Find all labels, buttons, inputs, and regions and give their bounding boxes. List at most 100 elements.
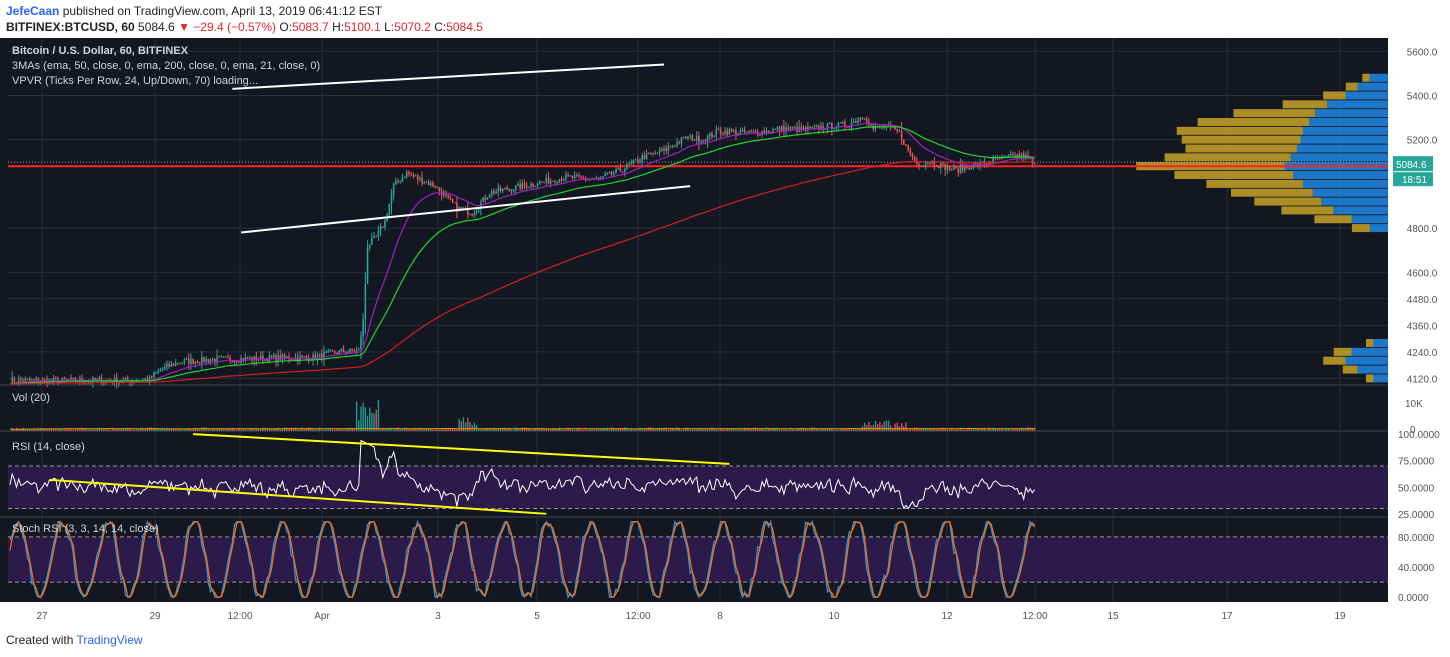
candle-body: [623, 169, 626, 173]
candle-body: [711, 133, 713, 137]
rsi-trendline-lower: [49, 478, 547, 515]
candle-body: [161, 368, 164, 370]
volume-bar: [74, 429, 77, 431]
volume-bar: [757, 428, 759, 431]
trading-chart[interactable]: 5600.0 5400.0 5200.0 4800.0 4600.0 4480.0 4360…: [0, 38, 1450, 632]
volume-bar: [334, 429, 336, 431]
volume-bar: [135, 429, 138, 431]
candle-body: [558, 179, 561, 183]
volume-bar: [717, 429, 720, 431]
volume-bar: [593, 429, 595, 431]
candle-body: [658, 149, 661, 154]
vpvr-bar-up: [1369, 73, 1388, 82]
candle-body: [72, 377, 75, 379]
vpvr-bar-down: [1197, 117, 1310, 126]
volume-bar: [179, 429, 181, 431]
volume-bar: [421, 428, 423, 431]
candle-body: [198, 362, 201, 364]
volume-bar: [750, 428, 752, 431]
open-label: O:: [279, 20, 293, 34]
candle-body: [512, 189, 515, 192]
candle-body: [1016, 154, 1018, 158]
candle-body: [746, 132, 748, 134]
volume-bar: [353, 428, 356, 431]
volume-bar: [133, 429, 135, 431]
volume-bar: [299, 429, 301, 431]
candle-body: [778, 127, 781, 131]
candle-body: [560, 179, 563, 181]
volume-bar: [565, 428, 567, 431]
tradingview-brand[interactable]: TradingView: [76, 633, 143, 647]
candle-body: [602, 176, 604, 178]
candle-body: [31, 379, 33, 381]
candle-body: [584, 177, 587, 180]
candle-body: [704, 140, 707, 142]
volume-bar: [591, 428, 593, 431]
volume-bar: [560, 428, 563, 431]
ema21-line: [9, 122, 1035, 385]
volume-bar: [839, 429, 842, 431]
main-title: Bitcoin / U.S. Dollar, 60, BITFINEX: [12, 45, 189, 57]
volume-bar: [155, 428, 157, 431]
candle-body: [615, 169, 617, 174]
candle-body: [325, 352, 327, 354]
author-link[interactable]: JefeCaan: [6, 4, 60, 18]
volume-bar: [621, 427, 624, 431]
candle-body: [937, 166, 940, 169]
candle-body: [916, 161, 918, 165]
volume-bar: [536, 427, 539, 431]
candle-body: [837, 122, 840, 128]
candle-body: [486, 197, 489, 200]
close-value: 5084.5: [446, 20, 483, 34]
candle-body: [900, 131, 903, 140]
candle-body: [765, 130, 768, 134]
volume-bar: [770, 429, 772, 431]
volume-bar: [249, 427, 251, 431]
candle-body: [342, 349, 345, 353]
volume-bar: [159, 428, 162, 431]
volume-bar: [639, 427, 641, 431]
volume-bar: [116, 429, 118, 431]
candle-body: [196, 361, 199, 363]
volume-bar: [778, 429, 781, 431]
volume-bar: [482, 429, 484, 431]
volume-bar: [798, 428, 800, 431]
volume-bar: [735, 429, 737, 431]
volume-bar: [818, 429, 820, 431]
candle-body: [541, 181, 543, 183]
vpvr-bar-up: [1312, 188, 1388, 197]
candle-body: [412, 174, 415, 177]
volume-bar: [826, 428, 829, 431]
volume-bar: [1003, 429, 1005, 431]
volume-bar: [922, 427, 925, 431]
volume-bar: [914, 427, 916, 431]
candle-body: [205, 359, 207, 362]
candle-body: [538, 181, 541, 185]
volume-bar: [440, 428, 443, 431]
countdown-label-box: [1393, 172, 1433, 187]
volume-bar: [549, 429, 552, 431]
volume-bar: [342, 429, 345, 431]
volume-bar: [637, 429, 639, 431]
candle-body: [517, 183, 519, 186]
candle-body: [460, 207, 463, 209]
price-axis-tick: 4120.0: [1407, 374, 1438, 385]
candle-body: [331, 350, 334, 352]
volume-bar: [539, 429, 541, 431]
volume-bar: [251, 428, 253, 431]
candle-body: [392, 184, 395, 195]
candle-body: [606, 173, 609, 175]
volume-bar: [475, 425, 478, 431]
volume-bar: [739, 429, 741, 431]
candle-body: [484, 197, 487, 200]
candle-body: [157, 370, 160, 373]
vpvr-bar-down: [1174, 171, 1294, 180]
volume-bar: [885, 420, 888, 431]
volume-bar: [630, 428, 632, 431]
volume-bar: [613, 428, 615, 431]
rsi-axis-tick: 75.0000: [1398, 457, 1435, 468]
vpvr-bar-up: [1373, 339, 1388, 348]
volume-bar: [787, 429, 789, 431]
volume-bar: [831, 427, 833, 431]
candle-body: [789, 127, 792, 130]
